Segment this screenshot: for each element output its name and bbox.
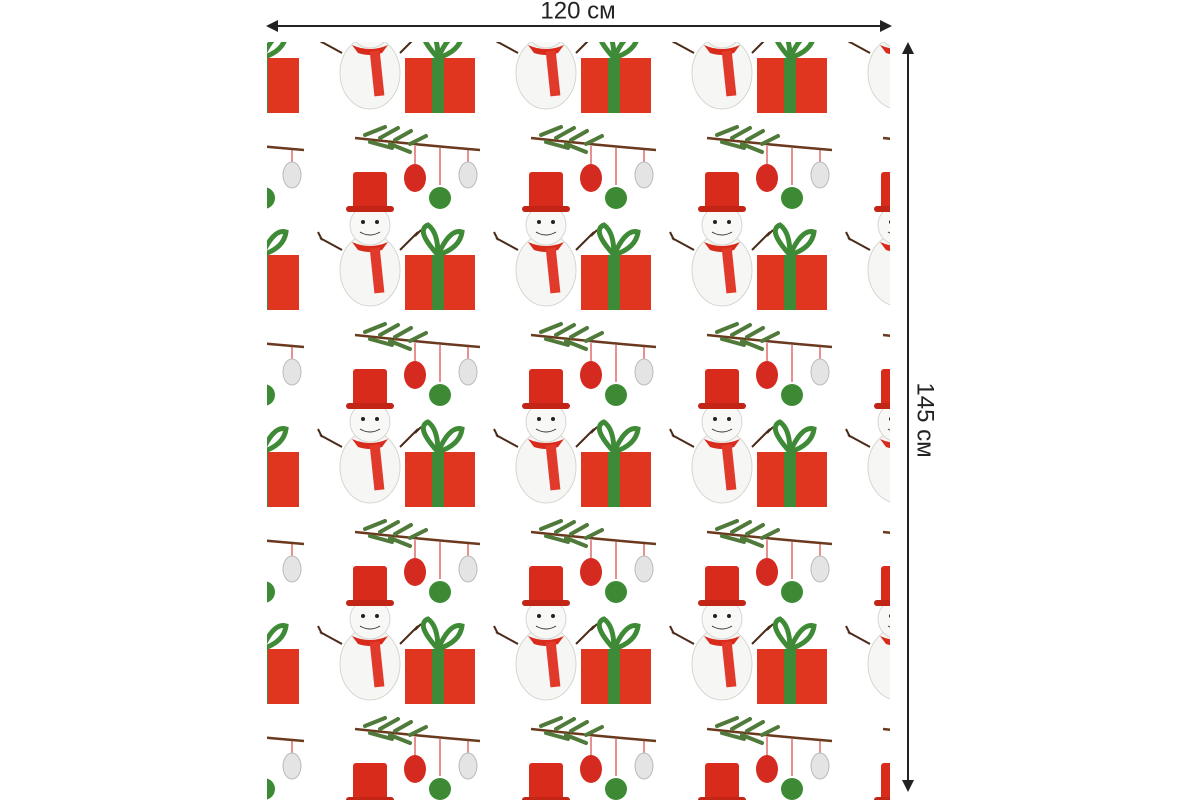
height-label: 145 см xyxy=(912,382,939,457)
width-label: 120 см xyxy=(540,0,615,24)
fabric-pattern xyxy=(267,42,890,800)
width-dimension: 120 см xyxy=(266,0,892,32)
height-dimension: 145 см xyxy=(902,42,939,792)
